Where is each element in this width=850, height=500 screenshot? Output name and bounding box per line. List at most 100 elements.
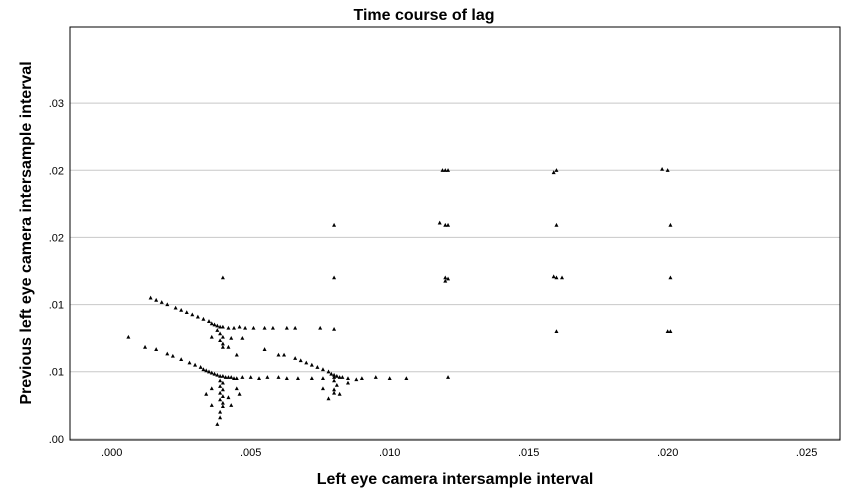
data-point bbox=[215, 328, 220, 332]
data-point bbox=[334, 374, 339, 378]
data-point bbox=[206, 319, 211, 323]
x-tick-label: .025 bbox=[796, 447, 817, 459]
y-tick-label: .02 bbox=[49, 165, 64, 177]
data-point bbox=[332, 378, 337, 383]
data-point bbox=[223, 375, 228, 379]
data-point bbox=[270, 325, 275, 330]
data-point bbox=[204, 368, 209, 373]
data-point bbox=[184, 310, 189, 315]
data-point bbox=[387, 376, 392, 381]
x-tick-label: .020 bbox=[657, 447, 678, 459]
y-axis-label: Previous left eye camera intersample int… bbox=[18, 61, 35, 404]
y-tick-label: .02 bbox=[49, 232, 64, 244]
data-point bbox=[218, 374, 223, 378]
data-point bbox=[443, 278, 448, 283]
data-point bbox=[220, 341, 225, 346]
data-point bbox=[220, 380, 225, 385]
data-point bbox=[209, 321, 214, 326]
data-point bbox=[206, 369, 211, 374]
data-point bbox=[309, 376, 314, 381]
data-point bbox=[320, 376, 325, 381]
data-point bbox=[190, 312, 195, 317]
data-point bbox=[668, 329, 673, 334]
data-point bbox=[551, 274, 556, 279]
data-point bbox=[404, 376, 409, 381]
data-point bbox=[332, 387, 337, 392]
data-point bbox=[304, 360, 309, 365]
data-point bbox=[337, 375, 342, 379]
data-point bbox=[554, 275, 559, 280]
y-tick-label: .03 bbox=[49, 98, 64, 110]
data-point bbox=[170, 353, 175, 358]
data-point bbox=[560, 275, 565, 280]
data-point bbox=[154, 297, 159, 302]
data-point bbox=[265, 375, 270, 379]
data-point bbox=[320, 367, 325, 372]
data-point bbox=[340, 375, 345, 379]
data-point bbox=[668, 275, 673, 280]
data-point bbox=[345, 380, 350, 385]
data-point bbox=[220, 334, 225, 339]
data-point bbox=[204, 391, 209, 396]
plot-frame bbox=[69, 26, 841, 441]
data-point bbox=[443, 275, 448, 280]
data-point bbox=[262, 325, 267, 330]
data-point bbox=[220, 374, 225, 378]
data-point bbox=[276, 375, 281, 379]
y-tick-label: .01 bbox=[49, 367, 64, 379]
data-point bbox=[332, 372, 337, 377]
data-point bbox=[665, 329, 670, 334]
data-point bbox=[187, 360, 192, 365]
data-point bbox=[226, 344, 231, 349]
data-point bbox=[218, 397, 223, 402]
data-point bbox=[220, 404, 225, 409]
data-point bbox=[226, 375, 231, 379]
data-point bbox=[215, 372, 220, 377]
data-point bbox=[284, 376, 289, 381]
data-point bbox=[332, 375, 337, 379]
data-point bbox=[262, 347, 267, 351]
data-point bbox=[284, 325, 289, 330]
data-point bbox=[373, 375, 378, 379]
data-point bbox=[126, 334, 131, 339]
data-point bbox=[215, 323, 220, 328]
data-point bbox=[220, 400, 225, 405]
data-point bbox=[220, 344, 225, 349]
data-point bbox=[354, 377, 359, 382]
data-point bbox=[309, 362, 314, 367]
data-point bbox=[220, 275, 225, 280]
data-point bbox=[293, 356, 298, 360]
x-tick-label: .010 bbox=[379, 447, 400, 459]
data-point bbox=[212, 371, 217, 376]
data-point bbox=[218, 338, 223, 342]
data-point bbox=[276, 352, 281, 357]
data-point bbox=[229, 375, 234, 379]
grid-lines bbox=[70, 102, 840, 440]
data-point bbox=[198, 365, 203, 369]
data-point bbox=[240, 335, 245, 340]
data-point bbox=[660, 166, 665, 171]
data-point bbox=[165, 302, 170, 307]
x-tick-label: .000 bbox=[101, 447, 122, 459]
data-point bbox=[332, 326, 337, 331]
data-point bbox=[326, 396, 331, 401]
data-point bbox=[332, 390, 337, 395]
data-point bbox=[554, 168, 559, 172]
data-point bbox=[218, 390, 223, 395]
data-point bbox=[334, 382, 339, 387]
data-point bbox=[209, 403, 214, 407]
data-point bbox=[218, 331, 223, 336]
data-point bbox=[243, 325, 248, 330]
data-point bbox=[251, 325, 256, 330]
data-point bbox=[295, 376, 300, 381]
data-point bbox=[440, 168, 445, 172]
data-point bbox=[318, 325, 323, 330]
tick-labels: .00 .01 .01 .02 .02 .03 .000 .005 .010 .015 .020 .0… bbox=[49, 98, 818, 459]
data-point bbox=[193, 362, 198, 367]
data-point bbox=[443, 168, 448, 172]
y-tick-label: .00 bbox=[49, 434, 64, 446]
data-point bbox=[229, 403, 234, 407]
data-point bbox=[337, 391, 342, 396]
data-point bbox=[201, 367, 206, 372]
x-tick-label: .015 bbox=[518, 447, 539, 459]
